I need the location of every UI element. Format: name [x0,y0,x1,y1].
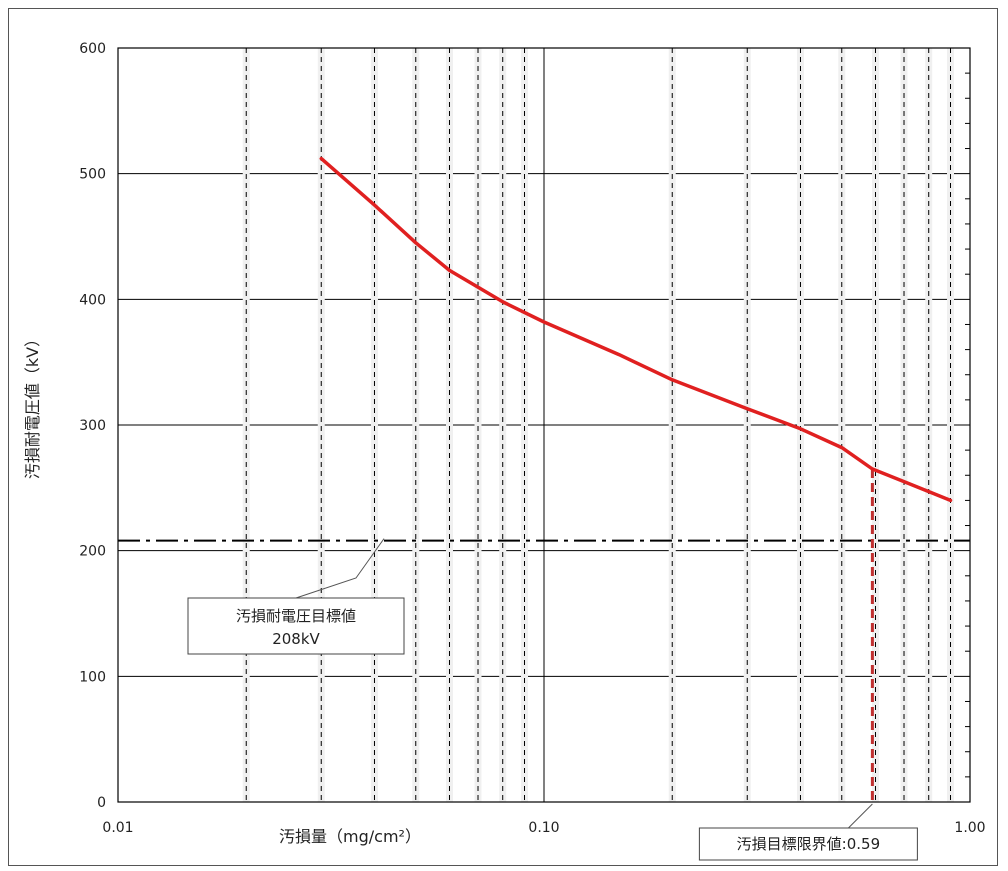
callout-target-voltage: 汚損耐電圧目標値 208kV [187,538,405,655]
callout-target-value: 208kV [272,630,320,648]
chart-frame [8,8,998,866]
y-tick-label: 400 [79,292,106,308]
y-tick-label: 100 [79,669,106,685]
x-tick-label: 0.01 [102,820,133,836]
x-axis-title: 汚損量（mg/cm²） [279,827,421,846]
callout-leader [295,538,385,599]
plot-area [117,47,971,803]
x-axis-ticks: 0.01 0.10 1.00 [102,820,985,836]
callout-target-label: 汚損耐電圧目標値 [236,607,356,625]
callout-limit-label: 汚損目標限界値:0.59 [737,835,880,853]
callout-limit: 汚損目標限界値:0.59 [698,803,918,861]
series-line [319,156,953,503]
x-tick-label: 0.10 [528,820,559,836]
x-tick-label: 1.00 [954,820,985,836]
grid [118,48,970,802]
y-tick-label: 600 [79,41,106,57]
y-tick-label: 200 [79,544,106,560]
callout-leader [848,803,873,829]
y-axis-ticks: 0 100 200 300 400 500 600 [79,41,106,811]
callout-box [698,827,918,861]
y-tick-label: 300 [79,418,106,434]
y-tick-label: 500 [79,167,106,183]
y-axis-title: 汚損耐電圧値（kV） [23,331,42,479]
callout-box [187,597,405,655]
y-tick-label: 0 [97,795,106,811]
